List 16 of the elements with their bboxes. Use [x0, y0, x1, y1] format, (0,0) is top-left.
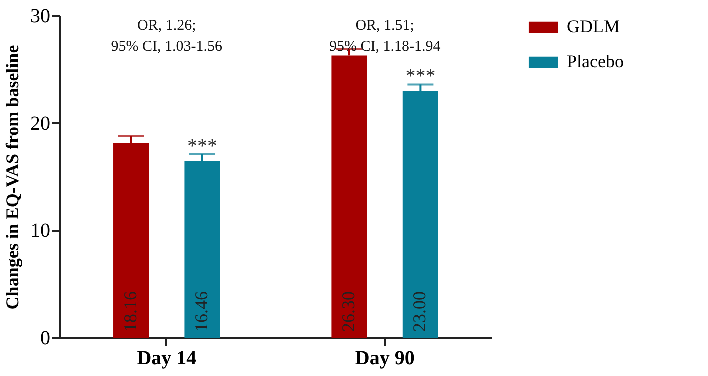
- x-tick-label: Day 90: [355, 348, 415, 370]
- y-tick-label: 0: [40, 328, 50, 350]
- legend-label: Placebo: [567, 52, 624, 72]
- data-label: 18.16: [120, 292, 140, 332]
- data-label: 26.30: [338, 292, 358, 332]
- y-axis-title: Changes in EQ-VAS from baseline: [2, 45, 22, 310]
- annotation: ***: [406, 66, 436, 88]
- annotation: ***: [188, 135, 218, 158]
- y-tick-label: 10: [30, 220, 50, 242]
- annotation: OR, 1.26; 95% CI, 1.03-1.56: [111, 18, 224, 55]
- y-tick-label: 20: [30, 112, 50, 135]
- x-tick-label: Day 14: [137, 348, 197, 370]
- legend-label: GDLM: [567, 16, 620, 36]
- data-label: 16.46: [192, 292, 212, 332]
- y-tick-label: 30: [30, 6, 50, 28]
- data-label: 23.00: [410, 292, 430, 332]
